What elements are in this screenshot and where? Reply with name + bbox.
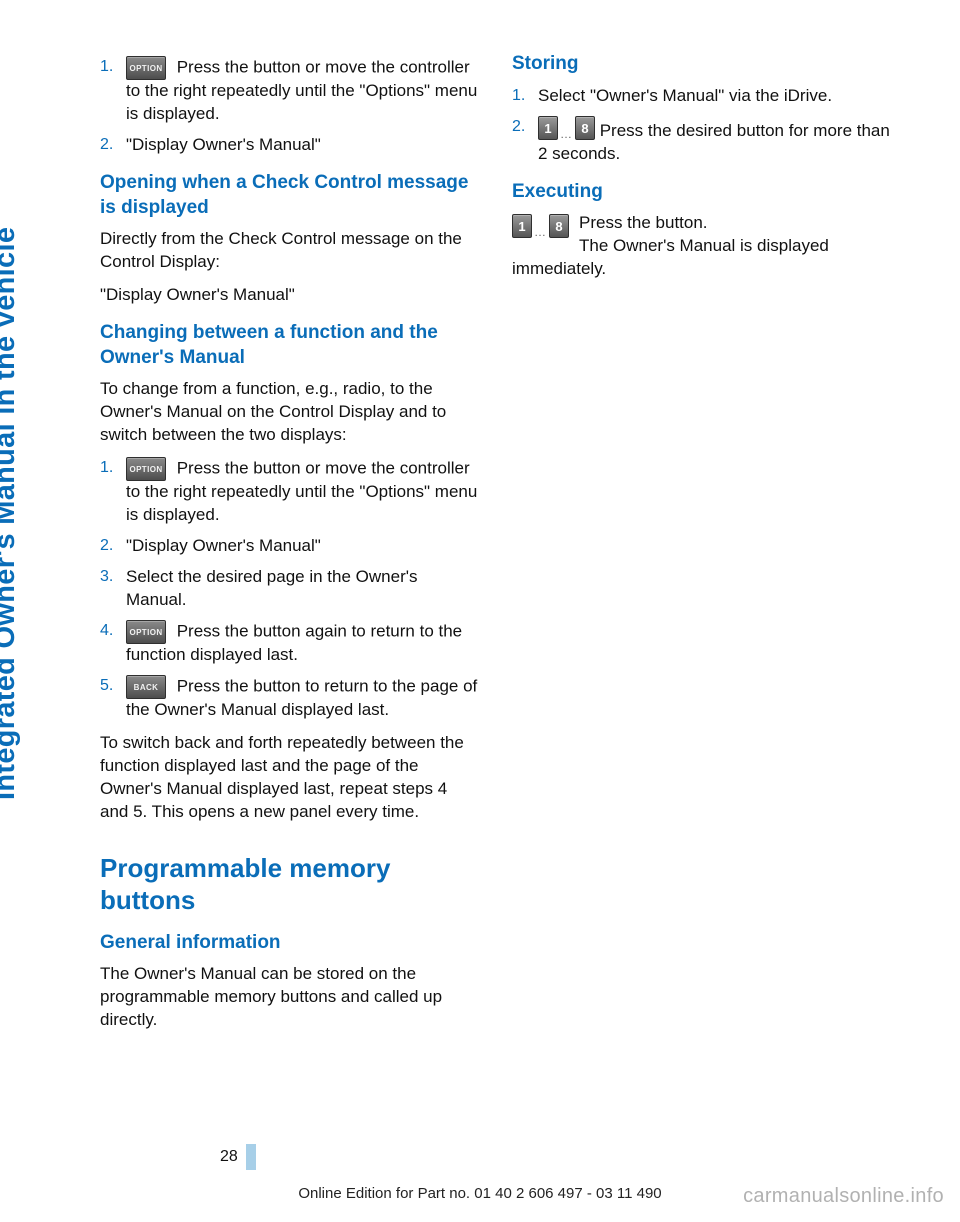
list-text: OPTION Press the button or move the cont… [126,56,480,126]
ellipsis-icon: … [558,126,575,142]
list-text: "Display Owner's Manual" [126,134,480,157]
list-text: OPTION Press the button again to return … [126,620,480,667]
list-text-content: Press the button again to return to the … [126,621,462,664]
paragraph: The Owner's Manual can be stored on the … [100,963,480,1032]
memory-key-8-icon: 8 [549,214,569,238]
side-tab-label: Integrated Owner's Manual in the vehicle [0,227,22,800]
content-columns: 1. OPTION Press the button or move the c… [100,52,920,1042]
right-column: Storing 1. Select "Owner's Manual" via t… [512,52,892,1042]
ellipsis-icon: … [532,225,549,239]
list-text-content: Press the button or move the controller … [126,57,477,122]
list-text: Select the desired page in the Owner's M… [126,566,480,612]
memory-keys-icon: 1…8 [512,214,569,239]
list-item: 1. Select "Owner's Manual" via the iDriv… [512,85,892,108]
list-item: 2. "Display Owner's Manual" [100,134,480,157]
list-text-content: Press the button or move the controller … [126,459,477,524]
page-number-bar [246,1144,256,1170]
page: Integrated Owner's Manual in the vehicle… [0,0,960,1222]
list-item: 1. OPTION Press the button or move the c… [100,457,480,527]
list-number: 2. [100,134,126,154]
paragraph: To switch back and forth repeatedly betw… [100,732,480,824]
memory-key-1-icon: 1 [512,214,532,238]
list-text-content: Press the button to return to the page o… [126,676,477,719]
paragraph: To change from a function, e.g., radio, … [100,378,480,447]
page-number-wrap: 28 [220,1144,256,1170]
paragraph: Press the button. [512,212,892,235]
back-button-icon: BACK [126,675,166,699]
list-text: OPTION Press the button or move the cont… [126,457,480,527]
list-item: 1. OPTION Press the button or move the c… [100,56,480,126]
list-number: 1. [100,457,126,477]
list-number: 1. [100,56,126,76]
list-changing: 1. OPTION Press the button or move the c… [100,457,480,722]
list-item: 2. 1…8 Press the desired button for more… [512,116,892,166]
left-column: 1. OPTION Press the button or move the c… [100,52,480,1042]
option-button-icon: OPTION [126,620,166,644]
paragraph: Directly from the Check Control message … [100,228,480,274]
list-number: 1. [512,85,538,105]
watermark: carmanualsonline.info [743,1185,944,1208]
paragraph: "Display Owner's Manual" [100,284,480,307]
list-item: 5. BACK Press the button to return to th… [100,675,480,722]
memory-key-1-icon: 1 [538,116,558,140]
list-text: 1…8 Press the desired button for more th… [538,116,892,166]
list-text: Select "Owner's Manual" via the iDrive. [538,85,892,108]
list-item: 3. Select the desired page in the Owner'… [100,566,480,612]
list-number: 5. [100,675,126,695]
list-number: 2. [100,535,126,555]
page-number: 28 [220,1148,238,1166]
list-text: BACK Press the button to return to the p… [126,675,480,722]
list-item: 4. OPTION Press the button again to retu… [100,620,480,667]
list-opening: 1. OPTION Press the button or move the c… [100,56,480,157]
list-storing: 1. Select "Owner's Manual" via the iDriv… [512,85,892,166]
executing-block: 1…8 Press the button. The Owner's Manual… [512,212,892,281]
option-button-icon: OPTION [126,457,166,481]
list-number: 3. [100,566,126,586]
list-item: 2. "Display Owner's Manual" [100,535,480,558]
paragraph: The Owner's Manual is displayed immediat… [512,235,892,281]
heading-executing: Executing [512,180,892,205]
list-number: 2. [512,116,538,136]
heading-changing-function: Changing between a function and the Owne… [100,321,480,370]
option-button-icon: OPTION [126,56,166,80]
heading-programmable-memory: Programmable memory buttons [100,852,480,917]
list-text: "Display Owner's Manual" [126,535,480,558]
heading-storing: Storing [512,52,892,77]
heading-general-information: General information [100,931,480,956]
side-tab: Integrated Owner's Manual in the vehicle [22,30,58,800]
memory-key-8-icon: 8 [575,116,595,140]
list-number: 4. [100,620,126,640]
heading-opening-check-control: Opening when a Check Control message is … [100,171,480,220]
